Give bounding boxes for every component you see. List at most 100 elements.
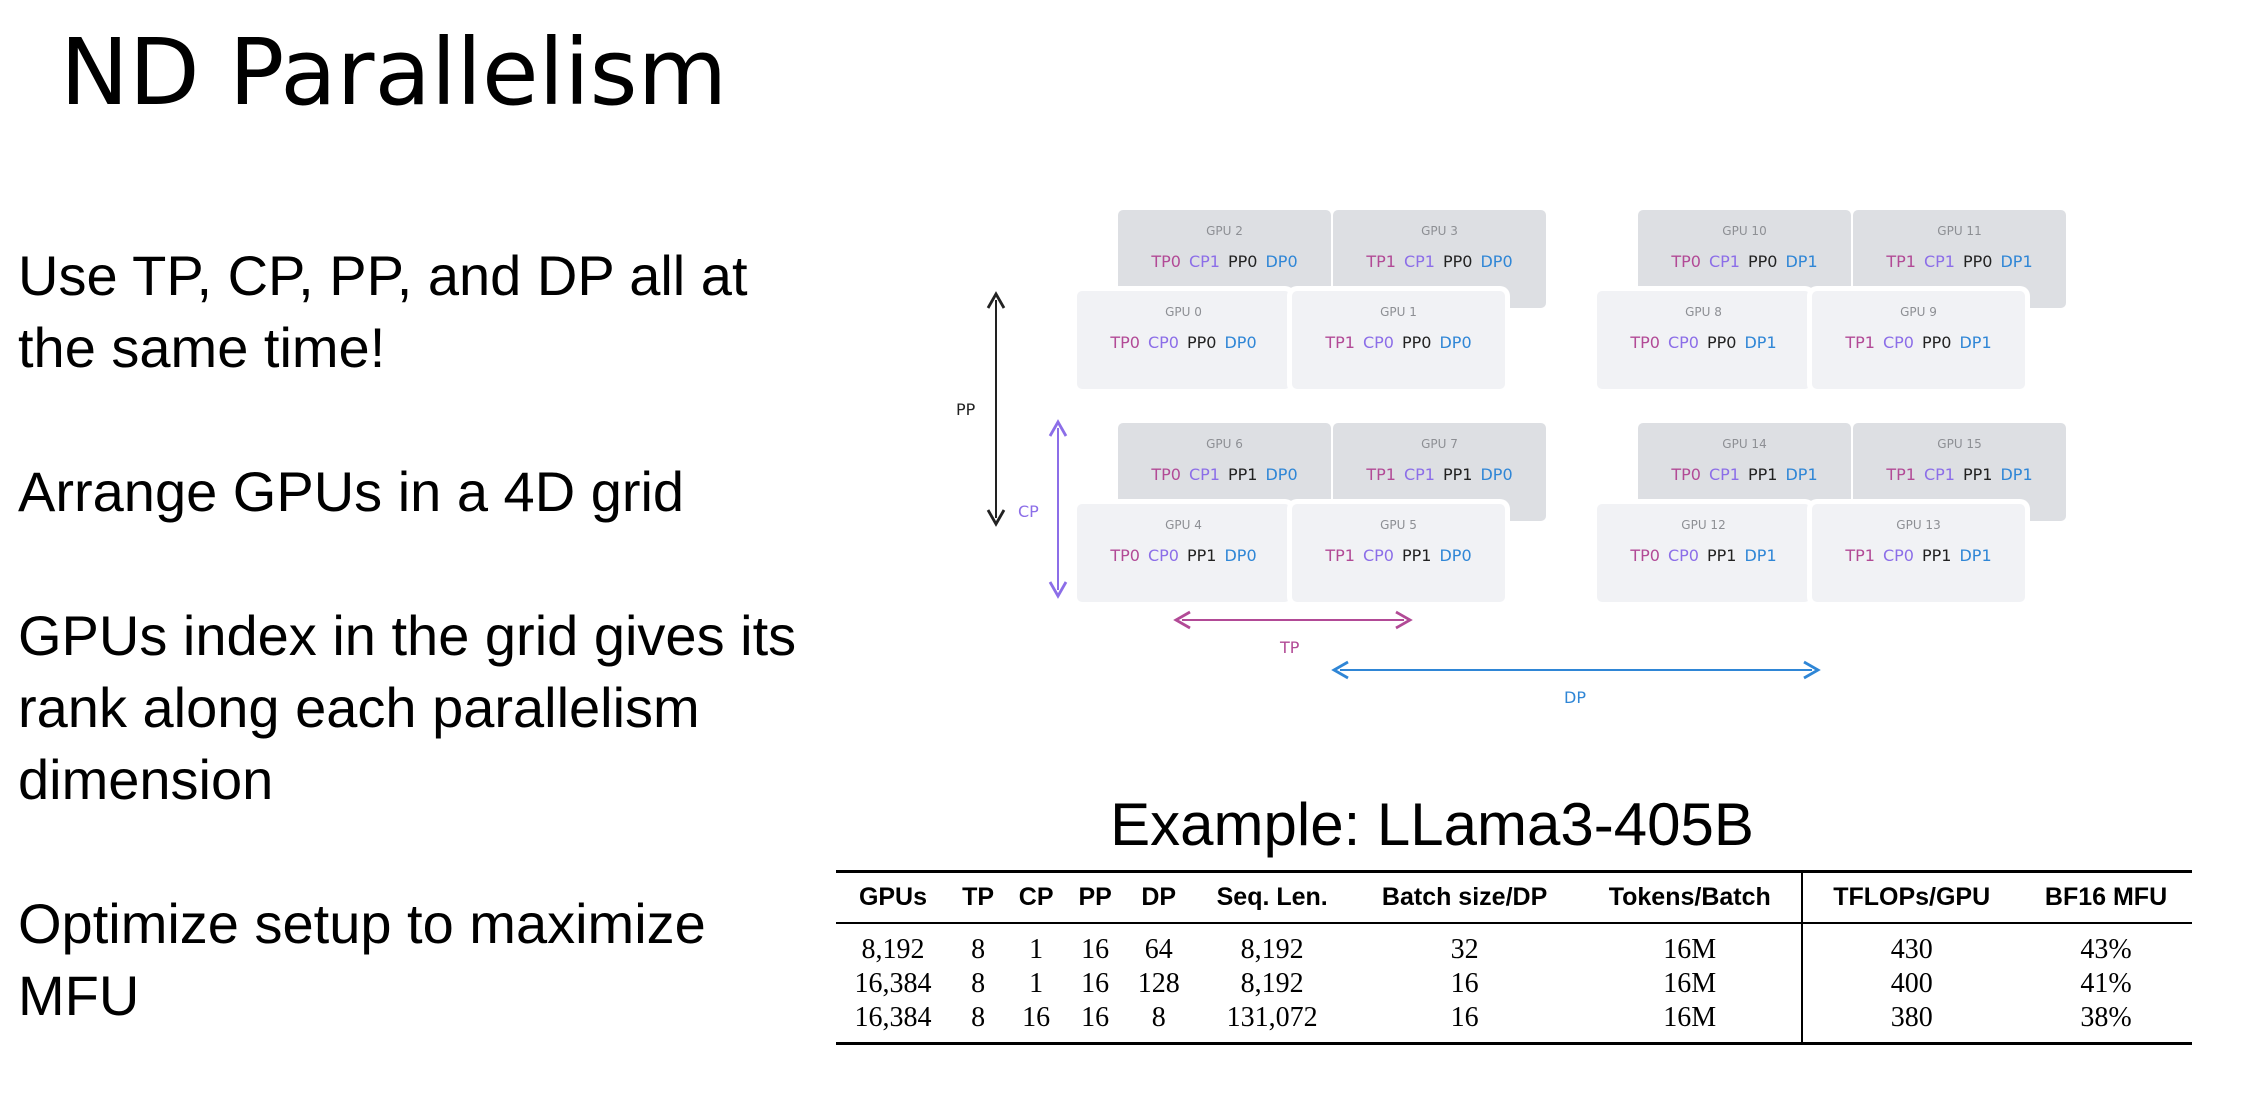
dp-rank: DP1 [2000,252,2033,271]
table-cell: 16M [1663,968,1717,999]
gpu-ranks: TP1 CP0 PP1 DP1 [1812,546,2025,565]
gpu-name: GPU 2 [1206,224,1243,238]
table-header-cell: BF16 MFU [2020,870,2192,924]
table-row: 16,384 8 1 16 128 8,192 16 16M 400 41% [836,967,2192,1001]
gpu-name: GPU 8 [1685,305,1722,319]
table-cell: 16 [1450,968,1479,999]
pp-rank: PP0 [1227,252,1258,271]
gpu-name: GPU 11 [1937,224,1982,238]
dp-axis-label: DP [1564,688,1586,707]
gpu-card: GPU 9 TP1 CP0 PP0 DP1 [1812,291,2025,389]
table-row: 16,384 8 16 16 8 131,072 16 16M 380 38% [836,1001,2192,1045]
gpu-name: GPU 5 [1380,518,1417,532]
tp-rank: TP1 [1845,546,1875,565]
table-cell: 16M [1578,1001,1803,1045]
table-cell: 8 [1124,1001,1194,1045]
pp-rank: PP1 [1227,465,1258,484]
bullet-list: Use TP, CP, PP, and DP all at the same t… [18,240,798,1104]
tp-rank: TP0 [1630,333,1660,352]
cp-rank: CP1 [1188,252,1220,271]
tp-rank: TP1 [1325,546,1355,565]
table-header-cell: TP [949,870,1007,924]
dp-rank: DP0 [1224,333,1257,352]
dp-rank: DP1 [1959,333,1992,352]
table-header-cell: TFLOPs/GPU [1801,870,2021,924]
gpu-name: GPU 13 [1896,518,1941,532]
table-cell: 430 [1801,923,2021,967]
gpu-name: GPU 1 [1380,305,1417,319]
tp-rank: TP0 [1151,465,1181,484]
gpu-name: GPU 3 [1421,224,1458,238]
gpu-name: GPU 12 [1681,518,1726,532]
table-cell: 8,192 [1240,968,1304,999]
cp-rank: CP1 [1403,465,1435,484]
pp-rank: PP1 [1442,465,1473,484]
gpu-card: GPU 8 TP0 CP0 PP0 DP1 [1597,291,1810,389]
table-cell: 38% [2020,1001,2192,1045]
cp-rank: CP1 [1923,252,1955,271]
pp-rank: PP0 [1186,333,1217,352]
cp-rank: CP0 [1147,333,1179,352]
dp-rank: DP1 [1785,252,1818,271]
dp-rank: DP0 [1265,252,1298,271]
gpu-ranks: TP0 CP1 PP1 DP0 [1118,465,1331,484]
pp-rank: PP1 [1186,546,1217,565]
gpu-ranks: TP0 CP0 PP1 DP0 [1077,546,1290,565]
pp-rank: PP0 [1401,333,1432,352]
dp-rank: DP0 [1480,252,1513,271]
table-cell: 400 [1801,967,2021,1001]
gpu-name: GPU 14 [1722,437,1767,451]
gpu-ranks: TP1 CP0 PP0 DP0 [1292,333,1505,352]
cp-rank: CP0 [1882,546,1914,565]
bullet-arrange-grid: Arrange GPUs in a 4D grid [18,460,685,523]
dp-rank: DP1 [1785,465,1818,484]
table-cell: 16 [1351,1001,1579,1045]
table-header-cell: Batch size/DP [1351,870,1579,924]
tp-rank: TP1 [1325,333,1355,352]
table-cell: 64 [1144,934,1173,965]
gpu-name: GPU 9 [1900,305,1937,319]
pp-rank: PP0 [1962,252,1993,271]
tp-rank: TP1 [1886,252,1916,271]
bullet-grid-index: GPUs index in the grid gives its rank al… [18,604,797,811]
cp-rank: CP0 [1362,546,1394,565]
tp-rank: TP0 [1671,252,1701,271]
table-cell: 32 [1450,934,1479,965]
cp-rank: CP0 [1667,546,1699,565]
cp-rank: CP1 [1708,252,1740,271]
table-cell: 8 [971,968,986,999]
pp-rank: PP1 [1962,465,1993,484]
pp-rank: PP0 [1706,333,1737,352]
dp-rank: DP0 [1265,465,1298,484]
table-cell: 1 [1029,968,1044,999]
table-cell: 380 [1801,1001,2021,1045]
pp-rank: PP0 [1747,252,1778,271]
gpu-card: GPU 0 TP0 CP0 PP0 DP0 [1077,291,1290,389]
table-header-cell: PP [1066,870,1125,924]
diagram-arrows [986,291,1821,680]
example-title: Example: LLama3-405B [1110,791,1754,858]
cp-rank: CP0 [1882,333,1914,352]
table-cell: 8 [971,934,986,965]
gpu-ranks: TP1 CP1 PP0 DP1 [1853,252,2066,271]
table-header-cell: Seq. Len. [1193,870,1352,924]
gpu-ranks: TP0 CP0 PP1 DP1 [1597,546,1810,565]
gpu-name: GPU 10 [1722,224,1767,238]
table-cell: 8,192 [1240,934,1304,965]
dp-rank: DP1 [2000,465,2033,484]
gpu-card: GPU 1 TP1 CP0 PP0 DP0 [1292,291,1505,389]
table-cell: 16 [1066,1001,1125,1045]
table-cell: 128 [1137,968,1180,999]
gpu-ranks: TP1 CP1 PP0 DP0 [1333,252,1546,271]
gpu-ranks: TP0 CP1 PP0 DP1 [1638,252,1851,271]
gpu-grid-diagram: PP CP TP DP GPU 2 TP0 CP1 PP0 DP0 GPU 3 TP1 CP1… [956,210,2066,707]
gpu-ranks: TP1 CP1 PP1 DP1 [1853,465,2066,484]
gpu-card: GPU 12 TP0 CP0 PP1 DP1 [1597,504,1810,602]
cp-rank: CP1 [1708,465,1740,484]
gpu-card: GPU 4 TP0 CP0 PP1 DP0 [1077,504,1290,602]
table-cell: 16,384 [854,968,932,999]
pp-rank: PP0 [1921,333,1952,352]
bullet-optimize: Optimize setup to maximize MFU [18,892,706,1027]
table-cell: 16 [1006,1001,1067,1045]
cp-rank: CP1 [1923,465,1955,484]
